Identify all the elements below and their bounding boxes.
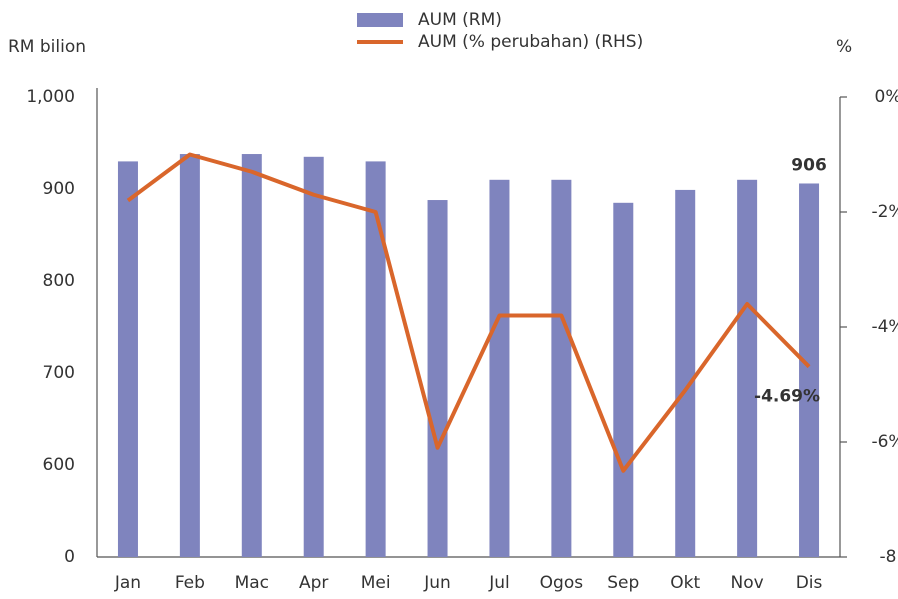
y-tick-label: 800 xyxy=(43,271,75,291)
bar xyxy=(427,200,448,558)
x-tick-label: Mac xyxy=(235,573,269,593)
x-tick-label: Sep xyxy=(607,573,639,593)
x-tick-label: Nov xyxy=(731,573,764,593)
bar xyxy=(551,179,572,558)
x-tick-label: Jun xyxy=(423,573,451,593)
x-tick-label: Jul xyxy=(488,573,510,593)
bar xyxy=(303,156,324,558)
y-tick-label: 0 xyxy=(64,547,75,567)
x-tick-label: Dis xyxy=(796,573,823,593)
data-label: -4.69% xyxy=(754,387,820,407)
x-tick-label: Mei xyxy=(361,573,391,593)
bar xyxy=(117,161,138,557)
bar xyxy=(675,189,696,558)
y-tick-label: 700 xyxy=(43,363,75,383)
bar xyxy=(489,179,510,558)
bar xyxy=(613,202,634,558)
y-tick-label: 900 xyxy=(43,179,75,199)
x-tick-label: Apr xyxy=(299,573,328,593)
bar xyxy=(365,161,386,557)
data-label: 906 xyxy=(791,155,827,175)
y2-tick-label: -8 xyxy=(880,547,897,567)
x-tick-label: Jan xyxy=(114,573,141,593)
y2-tick-label: -6% xyxy=(871,432,898,452)
legend-label: AUM (RM) xyxy=(418,10,502,30)
x-tick-label: Okt xyxy=(670,573,700,593)
legend-swatch xyxy=(357,13,403,27)
y-tick-label: 600 xyxy=(43,455,75,475)
bar xyxy=(241,154,262,558)
y2-axis-title: % xyxy=(836,37,852,57)
x-tick-label: Ogos xyxy=(540,573,584,593)
y2-tick-label: 0% xyxy=(875,87,898,107)
legend-label: AUM (% perubahan) (RHS) xyxy=(418,32,643,52)
bar xyxy=(737,179,758,558)
line xyxy=(126,152,811,473)
bar xyxy=(799,183,820,558)
y2-tick-label: -2% xyxy=(871,202,898,222)
x-tick-label: Feb xyxy=(175,573,205,593)
y2-tick-label: -4% xyxy=(871,317,898,337)
y-axis-title: RM bilion xyxy=(8,37,86,57)
bar xyxy=(179,154,200,558)
y-tick-label: 1,000 xyxy=(26,87,75,107)
